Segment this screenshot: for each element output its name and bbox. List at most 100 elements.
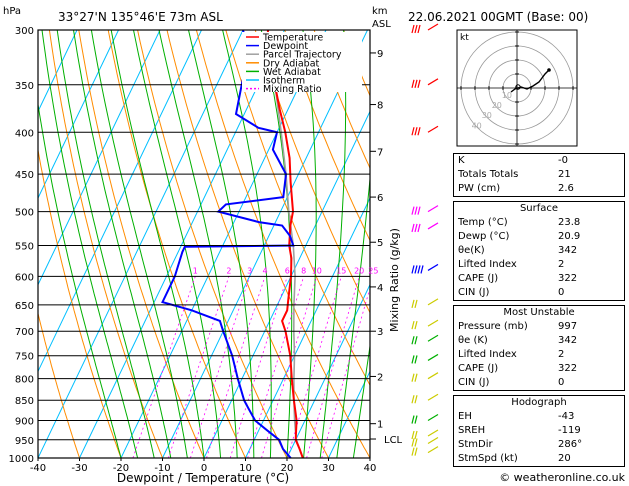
wind-barb-staff (427, 429, 439, 437)
wet-adiabat-line (188, 30, 255, 458)
wind-barb-feather (417, 265, 421, 274)
wet-adiabat-line (319, 30, 347, 458)
wind-barb (411, 429, 439, 440)
mixing-ratio-label: 10 (312, 266, 322, 275)
mixing-ratio-label: 4 (262, 266, 267, 275)
wind-barb-staff (427, 263, 439, 271)
wind-barb (411, 298, 439, 309)
legend-entry: Dry Adiabat (263, 58, 320, 69)
isotherm-line (38, 30, 78, 113)
pressure-tick-label: 850 (15, 396, 34, 407)
index-label: Totals Totals (458, 169, 519, 180)
watermark: © weatheronline.co.uk (499, 471, 625, 484)
dry-adiabat-line (48, 30, 163, 458)
pressure-tick-label: 700 (15, 327, 34, 338)
isotherm-line (286, 283, 370, 458)
wind-barb (411, 353, 439, 364)
pressure-tick-label: 550 (15, 242, 34, 253)
most-unstable-row: CAPE (J) 322 (458, 362, 620, 376)
hodograph-end-marker (547, 68, 551, 72)
wind-barb (411, 393, 439, 404)
wind-barb-staff (427, 393, 439, 401)
pressure-tick-label: 400 (15, 128, 34, 139)
surface-row: CIN (J) 0 (458, 286, 620, 300)
legend-entry: Wet Adiabat (263, 67, 321, 78)
km-tick-label: 5 (377, 238, 383, 249)
mixing-ratio-label: 20 (354, 266, 364, 275)
most-unstable-label: Pressure (mb) (458, 321, 528, 332)
pressure-tick-label: 900 (15, 417, 34, 428)
km-tick-label: 9 (377, 49, 383, 60)
surface-row: CAPE (J) 322 (458, 272, 620, 286)
wind-barb-feather (414, 265, 418, 274)
wet-adiabat-line (133, 30, 222, 458)
surface-value: 342 (558, 245, 578, 256)
wind-barb-feather (414, 373, 418, 382)
isotherm-line (38, 30, 119, 200)
legend-box (242, 32, 362, 92)
mixing-ratio-line (229, 276, 288, 458)
mixing-ratio-line (321, 286, 370, 458)
index-label: PW (cm) (458, 183, 501, 194)
hodograph-label: EH (458, 411, 472, 422)
wind-barb (411, 125, 439, 136)
hodograph-ring-label: 40 (472, 121, 482, 130)
surface-value: 0 (558, 287, 565, 298)
pressure-tick-label: 500 (15, 208, 34, 219)
hodograph-row: EH -43 (458, 410, 620, 424)
dry-adiabat-line (38, 147, 122, 458)
km-label: km (372, 6, 388, 17)
km-tick-label: 7 (377, 147, 383, 158)
wind-barb-feather (411, 299, 415, 309)
mixing-ratio-line (168, 276, 230, 458)
legend-entry: Mixing Ratio (263, 84, 322, 95)
surface-value: 23.8 (558, 217, 581, 228)
hodograph-title: Hodograph (511, 397, 567, 408)
pressure-tick-label: 1000 (9, 454, 34, 465)
hodograph-value: -119 (558, 425, 581, 436)
wind-barb-staff (427, 205, 439, 213)
most-unstable-value: 342 (558, 335, 578, 346)
most-unstable-row: Pressure (mb) 997 (458, 320, 620, 334)
wind-barb-staff (427, 23, 439, 31)
pressure-tick-label: 800 (15, 375, 34, 386)
wind-barb-feather (411, 373, 415, 382)
wind-barb-staff (427, 222, 439, 230)
wind-barb-staff (427, 414, 439, 422)
hodograph-ring-label: 30 (482, 111, 492, 120)
mixing-ratio-line (306, 276, 360, 458)
km-tick-label: 1 (377, 420, 383, 431)
wind-barb-feather (417, 206, 421, 215)
dry-adiabat-line (78, 30, 205, 458)
wind-barb-feather (414, 415, 418, 424)
pressure-tick-label: 300 (15, 26, 34, 37)
most-unstable-value: 2 (558, 349, 565, 360)
wind-barb (411, 414, 439, 424)
pressure-tick-label: 650 (15, 301, 34, 312)
x-tick-label: -10 (154, 463, 170, 474)
x-axis-title: Dewpoint / Temperature (°C) (117, 471, 289, 485)
wind-barb-staff (427, 334, 439, 342)
surface-title: Surface (519, 203, 559, 214)
legend-entry: Temperature (262, 33, 323, 44)
wind-barb (411, 263, 439, 274)
hodograph-box: Hodograph EH -43 SREH -119 StmDir 286° StmSpd … (453, 395, 625, 467)
x-tick-label: 0 (201, 463, 207, 474)
most-unstable-label: θe (K) (458, 335, 488, 346)
wind-barb-feather (417, 79, 421, 88)
km-tick-label: 2 (377, 372, 383, 383)
wind-barb-staff (427, 446, 439, 454)
most-unstable-row: CIN (J) 0 (458, 376, 620, 390)
mixing-ratio-line (247, 276, 305, 458)
location-title: 33°27'N 135°46'E 73m ASL (58, 10, 223, 24)
index-label: K (458, 155, 465, 166)
wind-barb-feather (414, 447, 418, 456)
hodograph-value: 20 (558, 453, 571, 464)
x-tick-label: 40 (364, 463, 377, 474)
hodograph-label: StmDir (458, 439, 493, 450)
wind-barb-feather (420, 265, 424, 274)
hodograph-unit: kt (460, 33, 469, 43)
wind-barb (411, 334, 439, 345)
mixing-ratio-label: 2 (226, 266, 231, 275)
surface-row: θe(K) 342 (458, 244, 620, 258)
